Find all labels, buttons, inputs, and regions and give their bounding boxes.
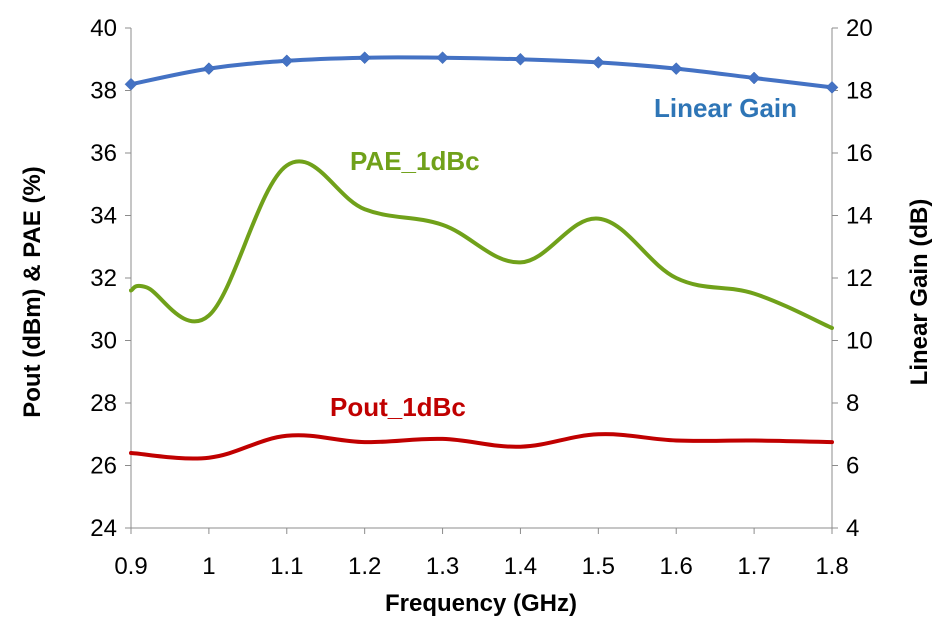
y-right-tick-label: 8 [846, 390, 859, 417]
y-right-tick-label: 14 [846, 203, 873, 230]
x-tick-label: 0.9 [114, 553, 147, 580]
x-tick-label: 1.8 [815, 553, 848, 580]
y-right-tick-label: 20 [846, 15, 873, 42]
data-point-linear-gain [124, 77, 138, 91]
y-right-tick-label: 6 [846, 453, 859, 480]
y-left-tick-label: 26 [90, 453, 117, 480]
x-tick-label: 1.5 [582, 553, 615, 580]
data-point-linear-gain [669, 62, 683, 75]
y-left-tick-label: 32 [90, 265, 117, 292]
y-left-tick-label: 34 [90, 203, 117, 230]
y-right-tick-label: 18 [846, 78, 873, 105]
y-right-tick-label: 10 [846, 328, 873, 355]
labels-layer: Linear Gain PAE_1dBc Pout_1dBc Frequency… [19, 93, 933, 617]
y-right-tick-label: 4 [846, 515, 859, 542]
data-point-linear-gain [825, 81, 839, 94]
x-tick-label: 1.6 [660, 553, 693, 580]
data-point-linear-gain [436, 51, 449, 65]
y-left-tick-label: 28 [90, 390, 117, 417]
y-right-tick-label: 16 [846, 140, 873, 167]
series-label-pout: Pout_1dBc [330, 392, 466, 422]
x-tick-label: 1.4 [504, 553, 537, 580]
x-tick-label: 1.2 [348, 553, 381, 580]
x-axis-title: Frequency (GHz) [385, 590, 577, 617]
y-left-tick-label: 24 [90, 515, 117, 542]
series-layer [124, 51, 839, 461]
series-line-pout-1dbc [129, 432, 834, 461]
x-tick-label: 1.7 [737, 553, 770, 580]
y-left-tick-label: 40 [90, 15, 117, 42]
data-point-linear-gain [280, 54, 294, 68]
y-axis-right-title: Linear Gain (dB) [906, 199, 933, 386]
series-label-linear-gain: Linear Gain [654, 93, 797, 123]
y-left-tick-label: 30 [90, 328, 117, 355]
series-label-pae: PAE_1dBc [350, 146, 480, 176]
y-left-tick-label: 38 [90, 78, 117, 105]
y-right-tick-label: 12 [846, 265, 873, 292]
data-point-linear-gain [747, 71, 761, 85]
series-line-pae-1dbc [129, 159, 834, 330]
x-tick-label: 1.1 [270, 553, 303, 580]
axes: 24 26 28 30 32 34 36 38 40 4 6 8 10 12 14 16 18 20 0.9 1 1.1… [90, 15, 872, 580]
x-tick-label: 1.3 [426, 553, 459, 580]
y-axis-left-title: Pout (dBm) & PAE (%) [19, 166, 46, 418]
data-point-linear-gain [202, 62, 216, 75]
data-point-linear-gain [514, 52, 527, 66]
data-point-linear-gain [591, 56, 605, 69]
x-tick-label: 1 [202, 553, 215, 580]
series-line-linear-gain [129, 55, 834, 90]
data-point-linear-gain [358, 51, 372, 65]
y-left-tick-label: 36 [90, 140, 117, 167]
